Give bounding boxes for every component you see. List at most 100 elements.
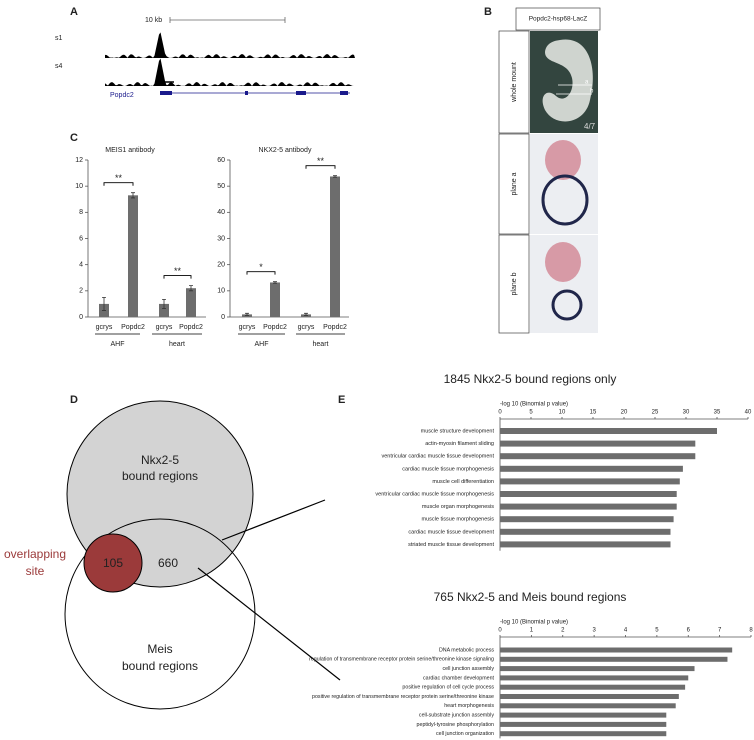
venn-overlap: [83, 533, 143, 593]
track-signal: [105, 58, 355, 86]
row-label: plane a: [511, 172, 518, 195]
panel-label: A: [70, 6, 78, 18]
count: 105: [103, 556, 123, 570]
axis-title: -log 10 (Binomial p value): [500, 620, 568, 626]
error-bar: [131, 192, 135, 199]
fraction: 4/7: [584, 122, 596, 131]
y-tick-label: 4: [79, 262, 83, 269]
x-tick-label: gcrys: [298, 324, 315, 331]
gene-label: Popdc2: [110, 92, 134, 99]
y-tick-label: 20: [217, 262, 225, 269]
category-label: striated muscle tissue development: [408, 542, 494, 548]
x-tick-label: 3: [592, 628, 596, 634]
set-label: Nkx2-5: [141, 453, 179, 467]
count: 660: [158, 556, 178, 570]
x-tick-label: 7: [718, 628, 722, 634]
bar: [500, 503, 677, 510]
box: [498, 133, 530, 235]
x-tick-label: Popdc2: [121, 324, 145, 331]
exon: [160, 91, 172, 95]
bar: [500, 541, 671, 548]
bar: [500, 666, 695, 672]
error-bar: [189, 285, 193, 292]
connector: [221, 499, 326, 541]
exon: [296, 91, 306, 95]
error-bar: [333, 175, 337, 178]
bar: [500, 647, 733, 653]
x-tick-label: gcrys: [156, 324, 173, 331]
category-label: heart morphogenesis: [444, 703, 494, 709]
x-tick-label: 0: [498, 410, 502, 416]
panel-label: E: [338, 394, 345, 406]
x-tick-label: 15: [590, 410, 597, 416]
x-tick-label: 30: [683, 410, 690, 416]
track-signal: [105, 32, 355, 58]
y-tick-label: 10: [75, 183, 83, 190]
connector: [197, 567, 341, 681]
group-label: AHF: [111, 341, 125, 348]
embryo: [542, 39, 593, 122]
bar: [500, 721, 667, 727]
set-label: bound regions: [122, 469, 198, 483]
bar: [128, 195, 138, 317]
bar: [500, 440, 696, 447]
bar: [500, 731, 667, 737]
y-tick-label: 50: [217, 183, 225, 190]
x-tick-label: 20: [621, 410, 628, 416]
error-bar: [273, 281, 277, 284]
category-label: ventricular cardiac muscle tissue morpho…: [375, 491, 494, 497]
category-label: cell-substrate junction assembly: [419, 713, 494, 719]
embryo-title: Popdc2-hsp68-LacZ: [529, 16, 588, 23]
category-label: peptidyl-tyrosine phosphorylation: [417, 722, 494, 728]
bar: [500, 465, 683, 472]
x-tick-label: 2: [561, 628, 565, 634]
bracket: [103, 182, 134, 186]
set-label: Meis: [147, 642, 172, 656]
significance: **: [115, 173, 123, 183]
exon: [340, 91, 348, 95]
track-label: s1: [55, 35, 63, 42]
y-tick-label: 12: [75, 157, 83, 164]
y-tick-label: 10: [217, 288, 225, 295]
x-tick-label: 1: [530, 628, 534, 634]
y-tick-label: 8: [79, 209, 83, 216]
exon: [245, 91, 248, 95]
panel-label: B: [484, 6, 492, 18]
x-tick-label: 5: [529, 410, 533, 416]
section: [545, 242, 581, 282]
bar: [500, 478, 680, 485]
venn-set: [64, 518, 256, 710]
bar: [500, 675, 689, 681]
category-label: ventricular cardiac muscle tissue develo…: [382, 454, 495, 460]
chart-title: NKX2-5 antibody: [259, 147, 312, 154]
bar: [330, 176, 340, 317]
overlap-label: site: [26, 564, 45, 578]
x-tick-label: 6: [687, 628, 691, 634]
x-tick-label: gcrys: [96, 324, 113, 331]
section: [545, 140, 581, 180]
bar: [270, 282, 280, 317]
section: [551, 289, 583, 321]
x-tick-label: 5: [655, 628, 659, 634]
bracket: [305, 165, 336, 169]
y-tick-label: 40: [217, 209, 225, 216]
category-label: muscle tissue morphogenesis: [422, 517, 495, 523]
group-label: AHF: [255, 341, 269, 348]
x-tick-label: 35: [714, 410, 721, 416]
tracks: [105, 32, 355, 86]
bar: [500, 712, 667, 718]
bar: [500, 491, 677, 497]
x-tick-label: Popdc2: [323, 324, 347, 331]
chart-title: MEIS1 antibody: [105, 147, 155, 154]
chart-title: 765 Nkx2-5 and Meis bound regions: [434, 590, 627, 604]
overlap-label: overlapping: [4, 547, 66, 561]
bracket: [163, 275, 192, 279]
axis-title: -log 10 (Binomial p value): [500, 402, 568, 408]
y-tick-label: 0: [79, 314, 83, 321]
error-bar: [162, 298, 166, 309]
y-tick-label: 60: [217, 157, 225, 164]
category-label: DNA metabolic process: [439, 647, 494, 653]
x-tick-label: gcrys: [239, 324, 256, 331]
